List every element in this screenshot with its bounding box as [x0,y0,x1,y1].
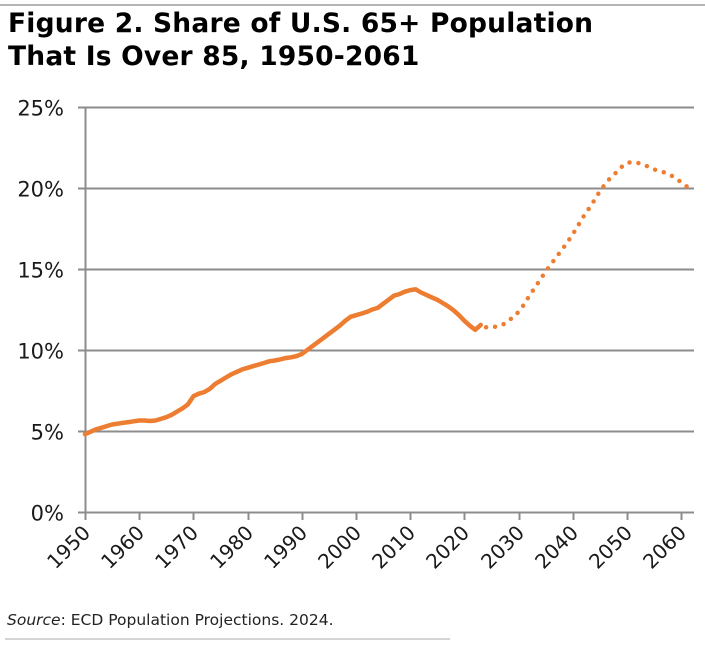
series-line-historical [82,287,483,437]
chart-title: Figure 2. Share of U.S. 65+ Population T… [8,7,698,73]
x-tick-label: 1990 [259,521,312,574]
y-axis-tick-labels: 0% 5% 10% 15% 20% 25% [17,97,64,526]
y-tick-label: 5% [31,421,64,445]
y-tick-label: 0% [31,502,64,526]
line-chart: 0% 5% 10% 15% 20% 25% 1950 1960 1970 1980 1990 200… [17,97,694,574]
x-tick-label: 2060 [638,521,691,574]
y-tick-label: 20% [17,178,64,202]
bottom-rule [5,638,450,640]
chart-title-line-2: That Is Over 85, 1950-2061 [8,41,420,72]
x-tick-label: 2030 [476,521,529,574]
series-line-projected [483,159,689,330]
x-tick-label: 1970 [150,521,203,574]
source-text: : ECD Population Projections. 2024. [60,611,334,629]
source-label: Source [7,611,61,629]
x-tick-label: 2010 [367,521,420,574]
top-rule [0,4,705,6]
x-tick-label: 1980 [205,521,258,574]
x-tick-label: 2050 [584,521,637,574]
x-tick-label: 1960 [96,521,149,574]
y-tick-label: 25% [17,97,64,121]
x-axis-tick-labels: 1950 1960 1970 1980 1990 2000 2010 2020 2030 2040… [42,521,691,574]
chart-title-line-1: Figure 2. Share of U.S. 65+ Population [8,8,594,39]
x-tick-label: 2020 [421,521,474,574]
gridlines [78,106,694,433]
x-tick-label: 2040 [530,521,583,574]
series [82,159,689,437]
axes [78,107,694,520]
x-tick-label: 1950 [42,521,95,574]
y-tick-label: 15% [17,259,64,283]
y-tick-label: 10% [17,340,64,364]
x-tick-label: 2000 [313,521,366,574]
source-note: Source: ECD Population Projections. 2024… [7,611,334,629]
